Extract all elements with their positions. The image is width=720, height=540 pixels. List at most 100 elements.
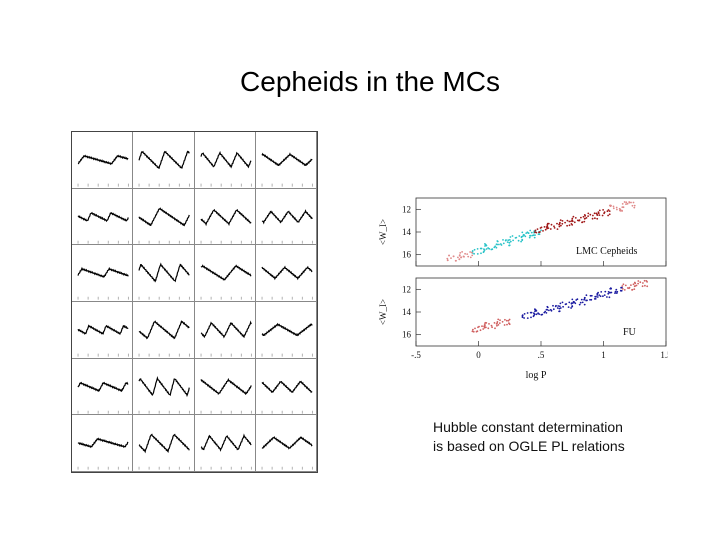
data-point [550,309,553,312]
data-point [612,205,615,208]
data-point [639,281,642,284]
data-point [529,229,532,232]
data-point [602,295,604,298]
data-point [475,330,478,333]
data-point [504,318,506,321]
data-point [607,209,610,211]
data-point [630,284,632,286]
data-point [602,209,604,211]
data-point [633,288,636,290]
light-curve [77,211,129,244]
data-point [587,215,589,217]
data-point [457,256,459,259]
data-point [511,235,514,237]
data-point [600,291,603,293]
light-curve-line [200,264,252,282]
data-point [616,290,619,293]
data-point [637,280,640,282]
data-point [589,298,591,301]
data-point [498,243,500,246]
data-point [599,295,602,298]
data-point [467,255,470,258]
data-point [595,212,598,215]
data-point [506,323,508,326]
light-curve-panel [72,302,134,359]
data-point [583,220,586,223]
data-point [484,321,487,324]
data-point [545,308,548,311]
data-point [523,317,525,319]
data-point [552,308,555,311]
data-point [458,258,461,261]
data-point [484,243,487,246]
light-curve [200,320,252,357]
data-point [502,239,504,241]
data-point [534,229,537,232]
light-curve-panel [72,358,134,416]
data-point [472,330,475,333]
data-point [497,324,500,326]
data-point [604,290,607,293]
data-point [460,256,463,259]
data-point [587,212,590,215]
data-point [582,215,585,218]
data-point [530,316,532,319]
data-point [559,221,561,224]
data-point [509,240,512,243]
data-point [556,222,558,225]
data-point [466,253,469,255]
data-point [508,239,511,241]
light-curve [77,381,129,414]
light-curve-line [77,267,129,279]
data-point [621,285,624,287]
data-point [537,312,539,315]
data-point [593,212,596,215]
data-point [606,296,608,298]
data-point [483,250,485,253]
data-point [522,233,525,236]
light-curve [138,262,190,301]
data-point [471,251,473,254]
light-curve-panel [194,358,256,416]
light-curve-line [200,320,252,339]
data-point [446,257,449,260]
data-point [520,240,522,243]
data-point [567,306,570,308]
light-curve-panel [255,415,317,472]
data-point [469,256,472,259]
light-curve-panel [133,415,195,472]
data-point [574,302,577,305]
data-point [458,254,461,257]
data-point [473,248,476,251]
data-point [537,233,540,236]
data-point [507,319,510,322]
light-curve-panel [133,132,195,189]
data-point [623,289,626,291]
data-point [514,237,517,239]
data-point [631,288,634,291]
light-curve [199,150,252,187]
data-point [621,209,623,212]
data-point [596,296,599,298]
caption-line-1: Hubble constant determination [433,419,623,435]
data-point [552,304,554,307]
y-tick-label: 16 [402,250,412,260]
data-point [452,255,455,258]
data-point [471,330,474,333]
data-point [626,202,629,205]
data-point [633,281,636,284]
light-curve-panel [255,358,317,416]
data-point [596,217,599,220]
data-point [616,208,618,211]
data-point [509,236,512,238]
data-point [481,325,483,328]
pl-relation-plot: 12 14 16 <W_I> 12 14 16 -.5 0 .5 1 1.5 <W_I> LMC Ce… [378,197,672,381]
data-point [485,326,487,329]
data-point [507,239,510,242]
data-point [544,310,547,313]
data-point [619,208,622,211]
data-point [549,228,552,230]
light-curve-line [138,320,190,340]
data-point [473,252,475,255]
data-point [542,230,544,232]
